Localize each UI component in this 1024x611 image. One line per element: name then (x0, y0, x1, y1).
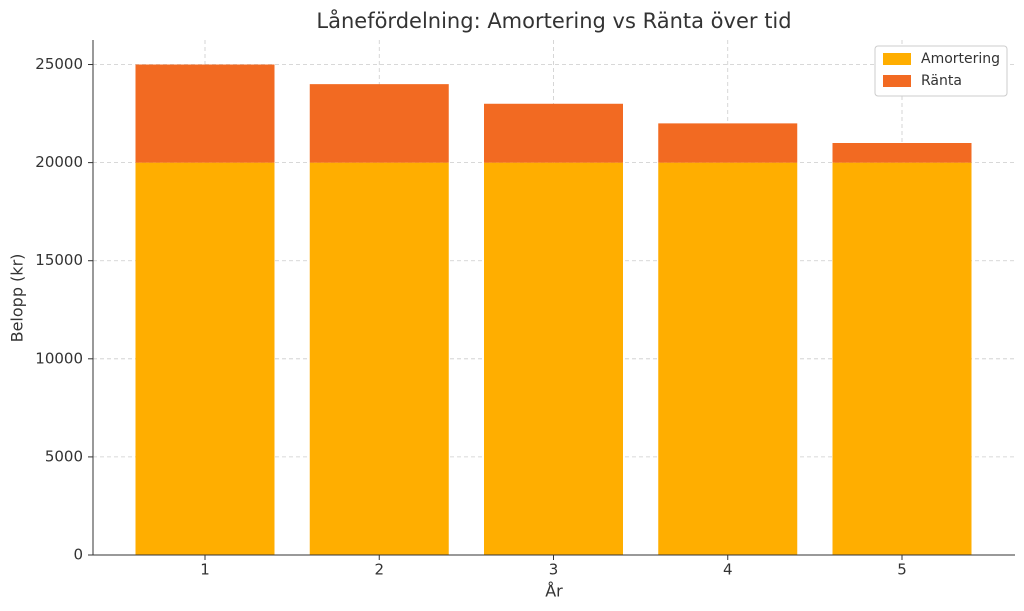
bar-segment (135, 64, 275, 163)
legend-swatch (883, 75, 911, 87)
y-tick-label: 15000 (35, 251, 83, 269)
bar-segment (832, 143, 972, 163)
bar-segment (658, 123, 798, 163)
bar-segment (135, 162, 275, 555)
bar-segment (309, 162, 449, 555)
y-tick-label: 5000 (45, 447, 83, 465)
chart-title: Lånefördelning: Amortering vs Ränta över… (316, 8, 791, 33)
legend-label: Ränta (921, 73, 962, 89)
y-tick-label: 0 (73, 546, 83, 564)
bar-segment (658, 162, 798, 555)
bar-segment (309, 84, 449, 163)
x-tick-label: 5 (897, 561, 907, 579)
legend: Amortering Ränta (874, 45, 1008, 97)
x-tick-label: 3 (549, 561, 559, 579)
x-tick-label: 4 (723, 561, 733, 579)
y-tick-label: 20000 (35, 153, 83, 171)
x-tick-label: 2 (374, 561, 384, 579)
legend-label: Amortering (921, 51, 1000, 67)
legend-swatch (883, 53, 911, 65)
y-tick-label: 25000 (35, 55, 83, 73)
bar-segment (484, 103, 623, 163)
x-tick-label: 1 (200, 561, 210, 579)
y-axis-label: Belopp (kr) (8, 254, 27, 343)
bars (135, 64, 972, 555)
bar-segment (484, 162, 623, 555)
y-tick-label: 10000 (35, 349, 83, 367)
bar-segment (832, 162, 972, 555)
x-axis-label: År (545, 582, 563, 601)
